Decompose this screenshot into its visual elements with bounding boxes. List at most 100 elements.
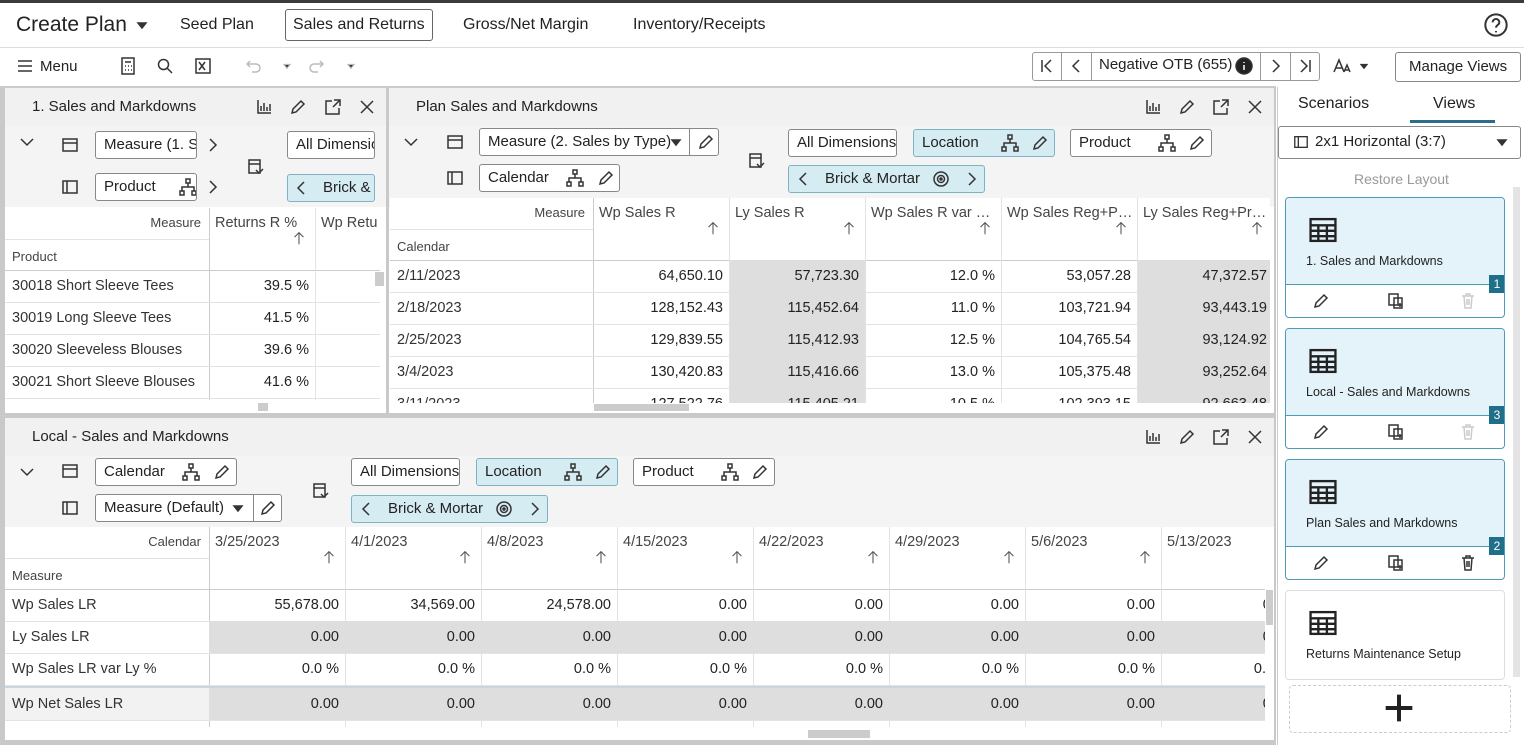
panel-pencil[interactable]	[1178, 98, 1196, 116]
cell[interactable]: 0.0 %	[845, 661, 883, 677]
cell[interactable]: 0.0 %	[709, 661, 747, 677]
tile-pencil[interactable]	[259, 499, 277, 517]
card-copy[interactable]	[1387, 554, 1405, 572]
row-header[interactable]: 2/25/2023	[397, 332, 462, 348]
cell[interactable]: 41.5 %	[263, 310, 309, 326]
cell[interactable]: 12.0 %	[949, 268, 995, 284]
cell[interactable]: 130,420.83	[650, 364, 723, 380]
card-edit[interactable]	[1312, 292, 1330, 310]
cell[interactable]: 0.00	[446, 629, 475, 645]
cell[interactable]: 104,765.54	[1058, 332, 1131, 348]
panel-close[interactable]	[1246, 428, 1264, 446]
help[interactable]	[1484, 13, 1508, 37]
add-view[interactable]	[1289, 685, 1511, 733]
card-delete[interactable]	[1459, 554, 1477, 572]
collapse[interactable]	[18, 463, 36, 481]
dimension-tile[interactable]: Product	[95, 173, 197, 201]
nav-first[interactable]	[1038, 57, 1056, 75]
restore-layout[interactable]: Restore Layout	[1354, 171, 1449, 187]
dimension-tile[interactable]: Brick & Mortar	[351, 495, 548, 523]
dimension-tile[interactable]: Measure (2. Sales by Type)	[479, 128, 719, 156]
sort[interactable]	[593, 549, 609, 565]
row-header[interactable]: Wp Sales LR	[12, 597, 97, 613]
view-card[interactable]: Local - Sales and Markdowns 3	[1285, 328, 1505, 449]
row-header[interactable]: 30018 Short Sleeve Tees	[12, 278, 174, 294]
tool-search[interactable]	[156, 57, 174, 75]
nav-last[interactable]	[1296, 57, 1314, 75]
tile-pencil[interactable]	[594, 463, 612, 481]
cols-axis[interactable]	[61, 499, 79, 517]
cell[interactable]: 0.00	[718, 597, 747, 613]
cell[interactable]: 93,443.19	[1202, 300, 1267, 316]
cell[interactable]: 0.00	[854, 696, 883, 712]
cell[interactable]: 0.00	[582, 696, 611, 712]
layout-icon[interactable]	[1293, 134, 1309, 150]
rows-axis[interactable]	[446, 133, 464, 151]
rows-axis[interactable]	[61, 136, 79, 154]
column-header[interactable]: Wp Retu	[321, 215, 378, 231]
panel-pencil[interactable]	[1178, 428, 1196, 446]
sort[interactable]	[321, 549, 337, 565]
sort[interactable]	[457, 549, 473, 565]
cell[interactable]: 39.6 %	[263, 342, 309, 358]
side-tab[interactable]: Views	[1433, 95, 1476, 112]
cell[interactable]: 0.00	[990, 597, 1019, 613]
cell[interactable]: 93,124.92	[1202, 332, 1267, 348]
row-header[interactable]: Wp Sales LR var Ly %	[12, 661, 157, 677]
next[interactable]	[203, 136, 221, 154]
view-card[interactable]: 1. Sales and Markdowns 1	[1285, 197, 1505, 318]
sort[interactable]	[977, 220, 993, 236]
cell[interactable]: 39.5 %	[263, 278, 309, 294]
panel-close[interactable]	[358, 98, 376, 116]
cell[interactable]: 115,452.64	[787, 300, 860, 316]
dimension-tile[interactable]: All Dimensions	[788, 129, 897, 157]
panel-expand[interactable]	[324, 98, 342, 116]
tile-hier[interactable]	[564, 463, 582, 481]
sort[interactable]	[1249, 220, 1265, 236]
cols-axis[interactable]	[446, 169, 464, 187]
cell[interactable]: 105,375.48	[1058, 364, 1131, 380]
plan-tab[interactable]: Seed Plan	[180, 16, 254, 33]
cell[interactable]: 57,723.30	[794, 268, 859, 284]
cell[interactable]: 0.00	[1263, 596, 1265, 614]
cell[interactable]: 103,721.94	[1058, 300, 1131, 316]
tile-chevL[interactable]	[293, 179, 311, 197]
tile-pencil[interactable]	[213, 463, 231, 481]
add-icon[interactable]	[1384, 693, 1414, 723]
side-tab[interactable]: Scenarios	[1298, 95, 1370, 112]
layout-menu[interactable]	[1493, 133, 1511, 151]
tile-hier[interactable]	[179, 178, 196, 196]
plan-tab[interactable]: Gross/Net Margin	[463, 16, 589, 33]
cell[interactable]: 0.0 %	[301, 661, 339, 677]
cell[interactable]: 0.00	[1263, 628, 1265, 646]
dimension-tile[interactable]: Location	[476, 458, 618, 486]
cell[interactable]: 0.0 %	[573, 661, 611, 677]
panel-close[interactable]	[1246, 98, 1264, 116]
row-header[interactable]: 30021 Short Sleeve Blouses	[12, 374, 195, 390]
cell[interactable]: 0.00	[1126, 629, 1155, 645]
row-header[interactable]: 2/11/2023	[397, 268, 461, 284]
cell[interactable]: 127,522.76	[650, 395, 723, 403]
cell[interactable]: 34,569.00	[410, 597, 475, 613]
cell[interactable]: 0.00	[446, 696, 475, 712]
cell[interactable]: 93,252.64	[1202, 364, 1267, 380]
dimension-tile[interactable]: All Dimensions	[351, 458, 460, 486]
tool-xl[interactable]	[194, 57, 212, 75]
tile-hier[interactable]	[721, 463, 739, 481]
tile-pencil[interactable]	[697, 133, 715, 151]
cell[interactable]: 0.00	[1263, 695, 1265, 713]
exception-info[interactable]	[1235, 57, 1253, 75]
tile-pencil[interactable]	[597, 169, 615, 187]
dimension-tile[interactable]: Product	[633, 458, 775, 486]
cell[interactable]: 0.0 %	[437, 661, 475, 677]
plan-tab[interactable]: Inventory/Receipts	[633, 16, 766, 33]
tile-chevR[interactable]	[962, 170, 980, 188]
sort[interactable]	[1113, 220, 1129, 236]
cell[interactable]: 115,416.66	[787, 364, 860, 380]
card-copy[interactable]	[1387, 292, 1405, 310]
sort[interactable]	[1137, 549, 1153, 565]
next[interactable]	[203, 178, 221, 196]
dimension-tile[interactable]: Product	[1070, 129, 1212, 157]
nav-next[interactable]	[1266, 57, 1284, 75]
cell[interactable]: 92,663.48	[1202, 395, 1267, 403]
